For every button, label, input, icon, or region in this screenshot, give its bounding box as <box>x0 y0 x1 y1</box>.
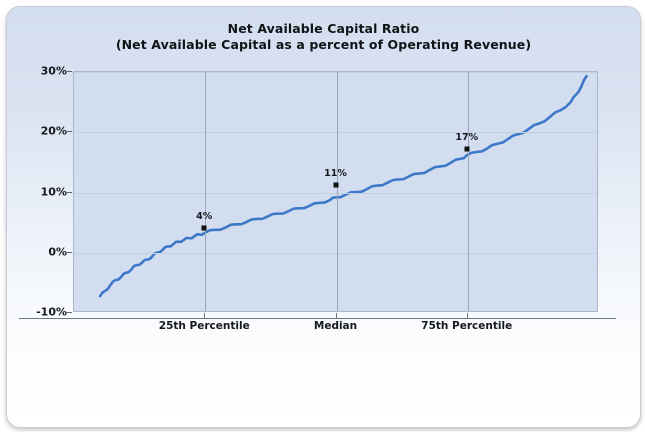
chart-title-block: Net Available Capital Ratio (Net Availab… <box>7 21 640 53</box>
y-axis-tick-label: 30% <box>40 64 67 78</box>
gridline-horizontal <box>74 132 597 134</box>
gridline-vertical <box>205 72 207 311</box>
x-axis-tick-mark <box>335 313 337 319</box>
data-point-marker <box>201 225 207 231</box>
x-axis-tick-label: Median <box>313 320 358 332</box>
y-axis-tick-label: 0% <box>48 245 67 259</box>
gridline-horizontal <box>74 192 597 194</box>
data-point-marker <box>464 146 470 152</box>
data-series-line <box>98 74 588 298</box>
chart-card: Net Available Capital Ratio (Net Availab… <box>6 6 641 428</box>
y-axis-tick-label: -10% <box>36 305 67 319</box>
y-axis-tick-label: 10% <box>40 185 67 198</box>
y-axis-tick-mark <box>67 312 72 313</box>
chart-subtitle: (Net Available Capital as a percent of O… <box>115 37 532 52</box>
plot-area <box>73 71 598 312</box>
data-point-marker <box>333 182 338 188</box>
y-axis-tick-mark <box>67 251 72 253</box>
data-point-label: 17% <box>455 132 479 144</box>
gridline-vertical <box>336 72 338 311</box>
data-point-label: 4% <box>196 210 213 222</box>
y-axis-tick-label: 20% <box>40 124 67 138</box>
x-axis-tick-mark <box>204 313 206 319</box>
x-axis <box>19 318 616 319</box>
y-axis: 30% 20% 10% 0% -10% <box>19 65 67 319</box>
data-point-label: 11% <box>324 168 347 180</box>
y-axis-tick-mark <box>67 191 72 193</box>
x-axis-tick-mark <box>466 313 468 319</box>
x-axis-tick-label: 25th Percentile <box>158 320 250 332</box>
gridline-horizontal <box>74 72 597 73</box>
gridline-horizontal <box>74 252 597 254</box>
x-axis-tick-label: 75th Percentile <box>421 320 513 332</box>
page-title: Net Available Capital Ratio <box>227 21 420 36</box>
y-axis-tick-mark <box>67 71 72 72</box>
y-axis-tick-mark <box>67 131 72 133</box>
gridline-vertical <box>467 72 469 311</box>
